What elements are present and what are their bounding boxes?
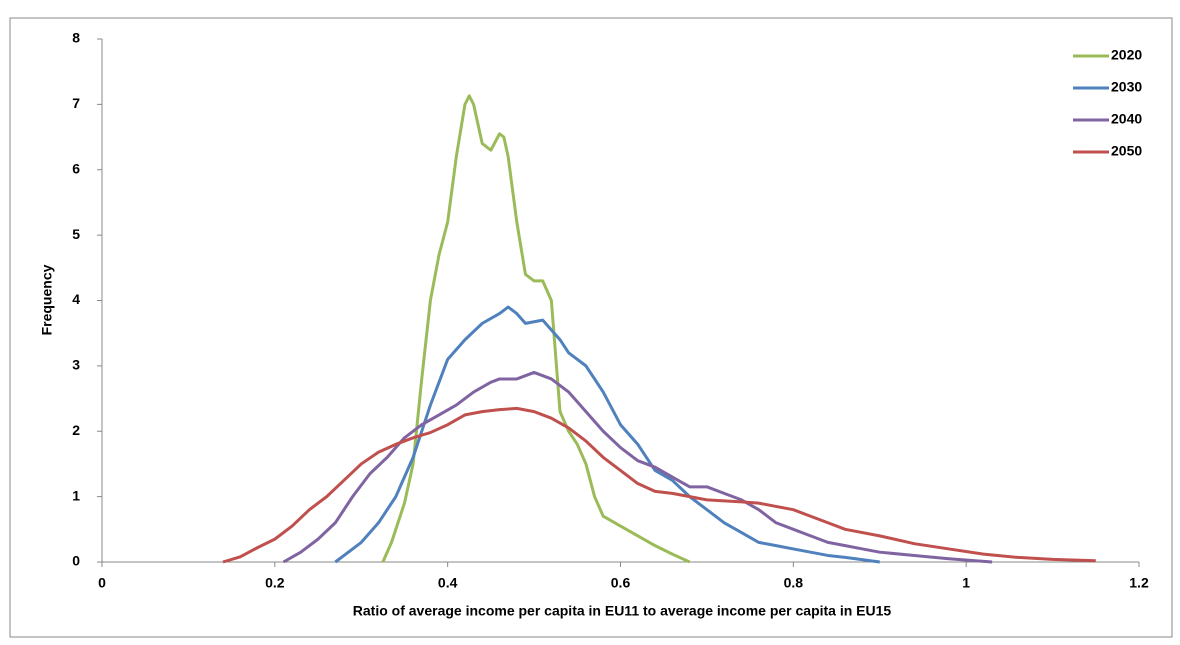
legend-label: 2050 [1111,143,1142,159]
series-line [222,406,1096,564]
x-tick-label: 0.8 [784,575,804,591]
y-axis-label: Frequency [39,264,55,335]
x-axis-label: Ratio of average income per capita in EU… [353,603,892,619]
x-tick-label: 1 [962,575,970,591]
y-tick-label: 2 [72,422,80,438]
y-tick-label: 8 [72,30,80,46]
x-tick-label: 0 [98,575,106,591]
y-tick-label: 3 [72,357,80,373]
x-tick-label: 0.2 [265,575,285,591]
y-tick-label: 0 [72,553,80,569]
x-tick-label: 0.4 [438,575,458,591]
series-line [334,305,880,564]
chart-border [9,17,1173,638]
y-tick-label: 4 [72,291,80,307]
x-tick-label: 1.2 [1129,575,1149,591]
series-line [381,94,691,564]
y-tick-label: 6 [72,160,80,176]
y-tick-label: 1 [72,487,80,503]
y-tick-label: 7 [72,95,80,111]
x-tick-label: 0.6 [611,575,631,591]
legend-label: 2020 [1111,47,1142,63]
series-line [282,370,993,564]
legend-label: 2030 [1111,79,1142,95]
y-tick-label: 5 [72,226,80,242]
legend-label: 2040 [1111,111,1142,127]
